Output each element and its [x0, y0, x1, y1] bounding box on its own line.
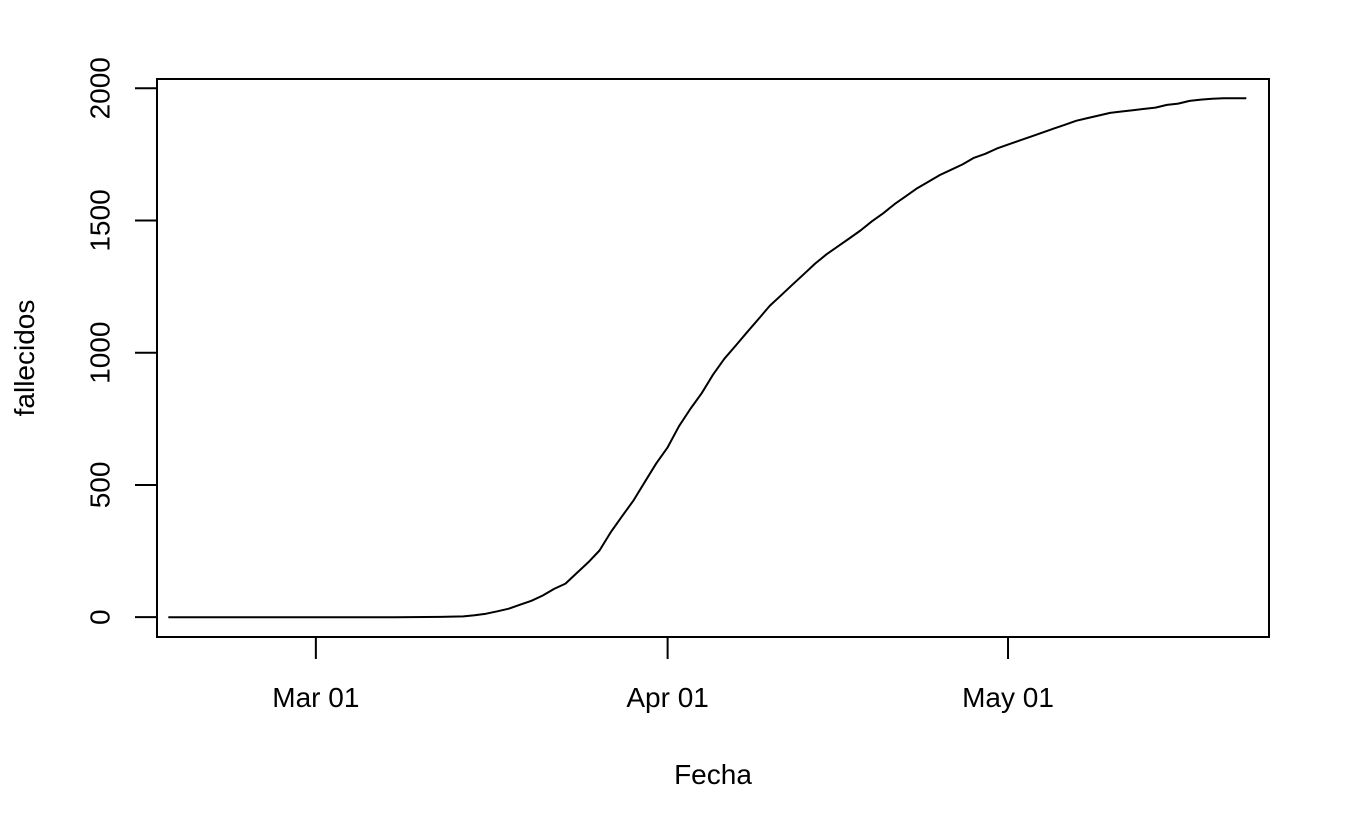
x-axis: Mar 01 Apr 01 May 01 [272, 637, 1054, 713]
x-tick-label: May 01 [962, 682, 1054, 713]
y-tick-label: 1500 [85, 189, 116, 251]
y-tick-label: 2000 [85, 57, 116, 119]
y-tick-label: 500 [85, 462, 116, 509]
x-tick-label: Mar 01 [272, 682, 359, 713]
x-tick-label: Apr 01 [626, 682, 709, 713]
y-tick-label: 0 [85, 609, 116, 625]
x-axis-label: Fecha [674, 759, 752, 790]
plot-frame [156, 78, 1270, 638]
series-line [168, 97, 1247, 619]
y-axis-label: fallecidos [9, 300, 40, 417]
y-axis: 0 500 1000 1500 2000 [85, 57, 157, 625]
y-tick-label: 1000 [85, 322, 116, 384]
